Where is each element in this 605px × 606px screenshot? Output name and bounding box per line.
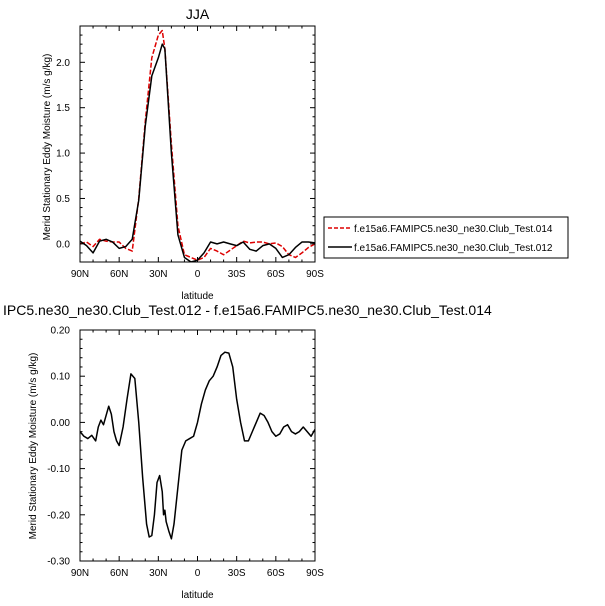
panel-bottom: IPC5.ne30_ne30.Club_Test.012 - f.e15a6.F… xyxy=(3,302,492,601)
chart-title-difference: IPC5.ne30_ne30.Club_Test.012 - f.e15a6.F… xyxy=(3,302,492,318)
top-x-tick-label: 90N xyxy=(71,269,89,280)
legend-label-series-2: f.e15a6.FAMIPC5.ne30_ne30.Club_Test.012 xyxy=(354,243,553,254)
diff-y-tick-label: 0.00 xyxy=(51,418,71,429)
legend: f.e15a6.FAMIPC5.ne30_ne30.Club_Test.014 … xyxy=(323,216,569,259)
x-axis-label-difference: latitude xyxy=(181,590,214,601)
top-x-tick-label: 60S xyxy=(267,269,285,280)
top-x-tick-label: 0 xyxy=(195,269,201,280)
diff-y-tick-label: 0.20 xyxy=(51,326,71,337)
top-x-tick-label: 30N xyxy=(149,269,167,280)
top-y-tick-label: 0.0 xyxy=(56,239,70,250)
top-x-tick-label: 90S xyxy=(306,269,324,280)
top-x-tick-label: 30S xyxy=(228,269,246,280)
diff-x-tick-label: 30N xyxy=(149,568,167,579)
diff-x-tick-label: 30S xyxy=(228,568,246,579)
diff-x-tick-label: 60N xyxy=(110,568,128,579)
diff-x-tick-label: 60S xyxy=(267,568,285,579)
top-series-line-2 xyxy=(80,43,315,262)
top-y-tick-label: 1.0 xyxy=(56,149,70,160)
top-x-tick-label: 60N xyxy=(110,269,128,280)
chart-title: JJA xyxy=(186,6,210,22)
diff-x-tick-label: 0 xyxy=(195,568,201,579)
diff-x-tick-label: 90N xyxy=(71,568,89,579)
legend-box xyxy=(323,216,569,259)
diff-y-tick-label: -0.30 xyxy=(47,557,70,568)
top-series-line-1 xyxy=(80,29,315,261)
diff-y-tick-label: 0.10 xyxy=(51,372,71,383)
panel-top: JJA Merid Stationary Eddy Moisture (m/s … xyxy=(42,6,324,302)
y-axis-label-difference: Merid Stationary Eddy Moisture (m/s g/kg… xyxy=(28,353,39,540)
diff-y-tick-label: -0.20 xyxy=(47,510,70,521)
diff-y-tick-label: -0.10 xyxy=(47,464,70,475)
x-axis-label: latitude xyxy=(181,291,214,302)
legend-label-series-1: f.e15a6.FAMIPC5.ne30_ne30.Club_Test.014 xyxy=(354,224,553,235)
top-y-tick-label: 2.0 xyxy=(56,58,70,69)
diff-x-tick-label: 90S xyxy=(306,568,324,579)
top-y-tick-label: 0.5 xyxy=(56,194,70,205)
diff-series-line-1 xyxy=(80,351,315,540)
top-y-tick-label: 1.5 xyxy=(56,103,70,114)
y-axis-label: Merid Stationary Eddy Moisture (m/s g/kg… xyxy=(42,54,53,241)
